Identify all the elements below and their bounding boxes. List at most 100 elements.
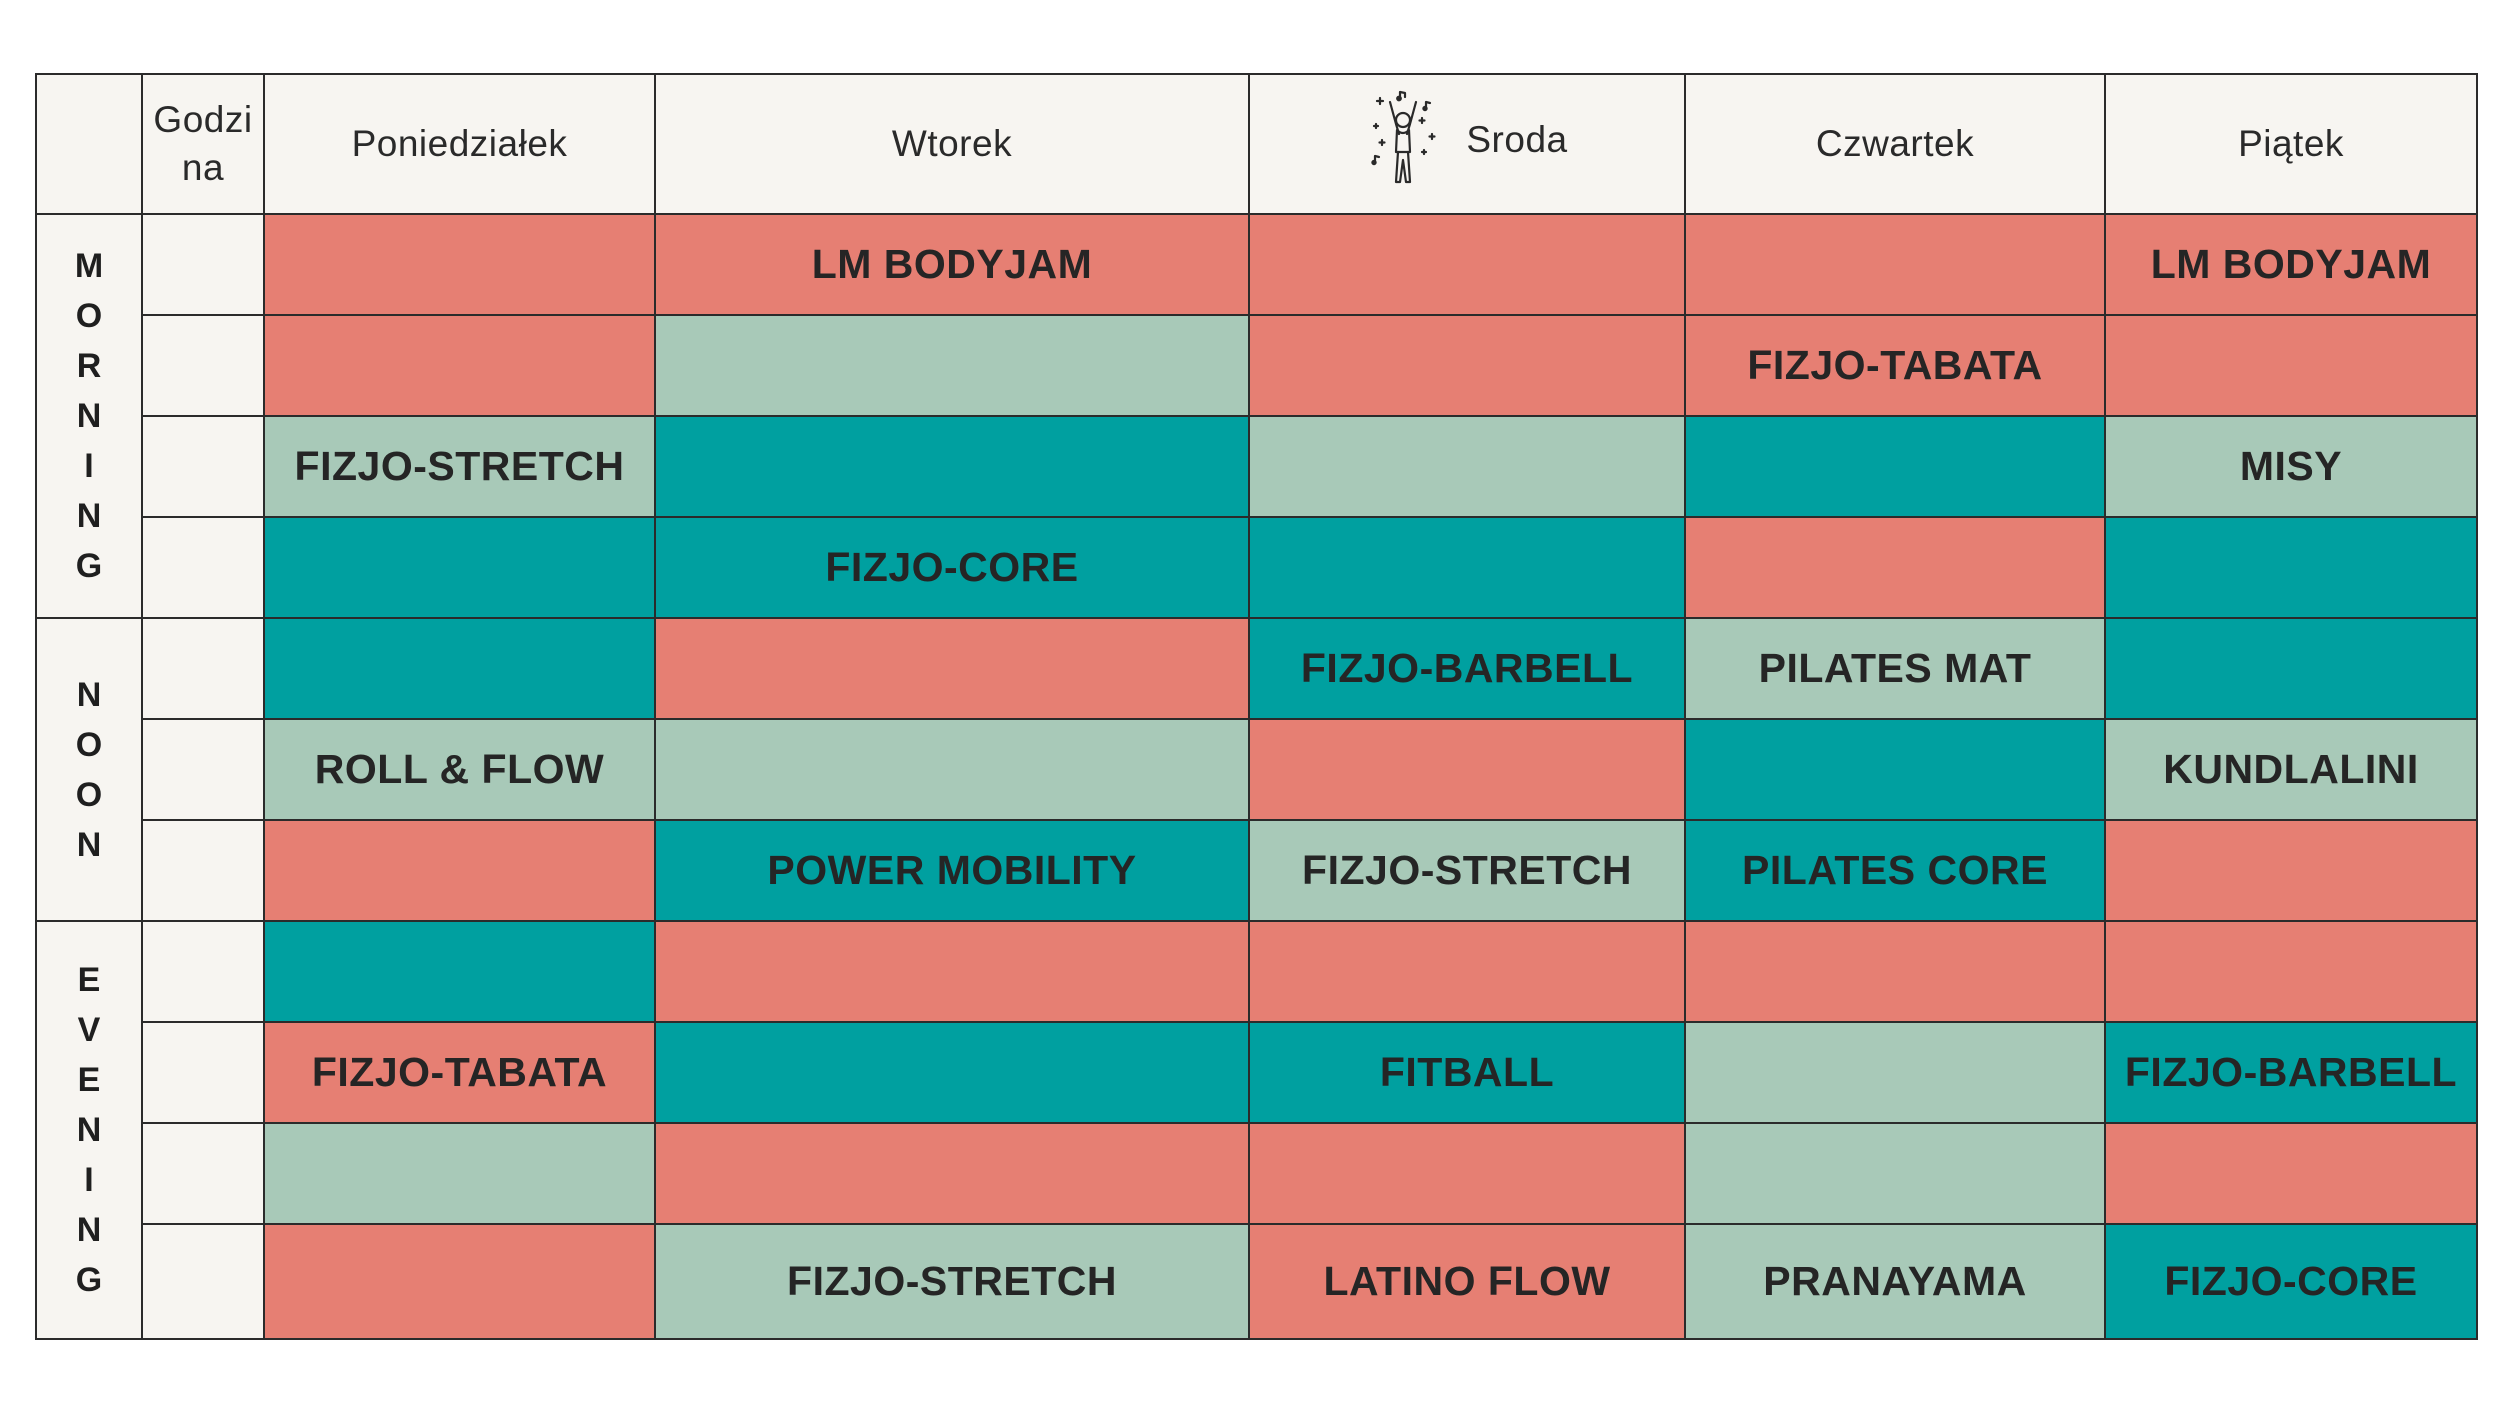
day-label: Sroda <box>1466 118 1568 160</box>
empty-slot-cell <box>1684 718 2106 821</box>
class-cell: PRANAYAMA <box>1684 1223 2106 1340</box>
empty-slot-cell <box>2104 819 2478 922</box>
empty-slot-cell <box>2104 314 2478 417</box>
empty-slot-cell <box>263 516 656 619</box>
empty-slot-cell <box>263 920 656 1023</box>
class-cell: LM BODYJAM <box>2104 213 2478 316</box>
empty-slot-cell <box>263 1223 656 1340</box>
class-name: FIZJO-CORE <box>2164 1258 2418 1304</box>
period-label: N O O N <box>75 675 103 864</box>
schedule-row: N O O N FIZJO-BARBELL PILATES MAT <box>35 617 2478 922</box>
class-name: FIZJO-BARBELL <box>1300 645 1634 691</box>
empty-slot-cell <box>1248 415 1686 518</box>
hour-cell <box>141 415 265 518</box>
period-label-cell: M O R N I N G <box>35 213 143 619</box>
schedule-row <box>36 1122 2478 1225</box>
class-name: FIZJO-TABATA <box>1747 342 2043 388</box>
class-name: PILATES MAT <box>1758 645 2032 691</box>
empty-slot-cell <box>263 617 656 720</box>
day-header-wednesday: Sroda <box>1248 73 1686 215</box>
period-label-cell: E V E N I N G <box>35 920 143 1340</box>
schedule-row: FIZJO-TABATA FITBALL FIZJO-BARBELL <box>36 1021 2478 1124</box>
empty-slot-cell <box>263 213 656 316</box>
schedule-row: FIZJO-STRETCH LATINO FLOW PRANAYAMA FIZJO-C… <box>36 1223 2478 1340</box>
empty-slot-cell <box>654 617 1250 720</box>
empty-slot-cell <box>1684 920 2106 1023</box>
class-name: ROLL & FLOW <box>314 746 605 792</box>
day-label: Piątek <box>2238 123 2344 164</box>
schedule-row: FIZJO-CORE <box>36 516 2478 619</box>
class-cell: FIZJO-CORE <box>2104 1223 2478 1340</box>
empty-slot-cell <box>263 314 656 417</box>
day-header-thursday: Czwartek <box>1684 73 2106 215</box>
corner-header <box>35 73 143 215</box>
hour-cell <box>141 819 265 922</box>
period-label: M O R N I N G <box>74 247 104 585</box>
empty-slot-cell <box>1248 1122 1686 1225</box>
day-header-tuesday: Wtorek <box>654 73 1250 215</box>
empty-slot-cell <box>654 1021 1250 1124</box>
empty-slot-cell <box>1684 1021 2106 1124</box>
hour-cell <box>141 314 265 417</box>
empty-slot-cell <box>654 415 1250 518</box>
class-cell: POWER MOBILITY <box>654 819 1250 922</box>
header-row: Godzi na Poniedziałek Wtorek <box>35 73 2478 215</box>
empty-slot-cell <box>654 718 1250 821</box>
schedule-row: E V E N I N G <box>35 920 2478 1340</box>
class-name: FITBALL <box>1379 1049 1555 1095</box>
schedule-row: M O R N I N G LM BODYJAM LM BODYJAM <box>35 213 2478 619</box>
empty-slot-cell <box>1684 213 2106 316</box>
day-header-friday: Piątek <box>2104 73 2478 215</box>
hour-cell <box>141 1021 265 1124</box>
schedule-body: M O R N I N G LM BODYJAM LM BODYJAM FIZJO-T… <box>35 213 2478 1340</box>
day-label: Poniedziałek <box>351 123 568 164</box>
empty-slot-cell <box>263 819 656 922</box>
class-cell: LATINO FLOW <box>1248 1223 1686 1340</box>
class-cell: FIZJO-BARBELL <box>2104 1021 2478 1124</box>
class-cell: KUNDLALINI <box>2104 718 2478 821</box>
hour-cell <box>141 617 265 720</box>
class-name: LM BODYJAM <box>2150 241 2432 287</box>
empty-slot-cell <box>1248 213 1686 316</box>
class-cell: FIZJO-TABATA <box>1684 314 2106 417</box>
schedule-row: ROLL & FLOW KUNDLALINI <box>36 718 2478 821</box>
empty-slot-cell <box>1248 314 1686 417</box>
class-cell: FIZJO-BARBELL <box>1248 617 1686 720</box>
period-label: E V E N I N G <box>75 961 103 1299</box>
period-label-cell: N O O N <box>35 617 143 922</box>
class-name: FIZJO-TABATA <box>311 1049 608 1095</box>
empty-slot-cell <box>2104 516 2478 619</box>
schedule-row: FIZJO-TABATA <box>36 314 2478 417</box>
empty-slot-cell <box>2104 1122 2478 1225</box>
hour-cell <box>141 1223 265 1340</box>
empty-slot-cell <box>1684 415 2106 518</box>
empty-slot-cell <box>1684 516 2106 619</box>
empty-slot-cell <box>2104 617 2478 720</box>
class-cell: FIZJO-STRETCH <box>263 415 656 518</box>
schedule-row: POWER MOBILITY FIZJO-STRETCH PILATES CORE <box>36 819 2478 922</box>
class-name: MISY <box>2239 443 2343 489</box>
empty-slot-cell <box>654 920 1250 1023</box>
class-cell: LM BODYJAM <box>654 213 1250 316</box>
class-cell: MISY <box>2104 415 2478 518</box>
class-name: POWER MOBILITY <box>767 847 1137 893</box>
class-cell: FIZJO-STRETCH <box>654 1223 1250 1340</box>
empty-slot-cell <box>654 1122 1250 1225</box>
day-header-monday: Poniedziałek <box>263 73 656 215</box>
empty-slot-cell <box>2104 920 2478 1023</box>
empty-slot-cell <box>654 314 1250 417</box>
class-name: KUNDLALINI <box>2163 746 2419 792</box>
class-cell: PILATES CORE <box>1684 819 2106 922</box>
day-label: Wtorek <box>891 123 1013 164</box>
hour-cell <box>141 718 265 821</box>
hour-cell <box>141 213 265 316</box>
schedule-row: FIZJO-STRETCH MISY <box>36 415 2478 518</box>
weekly-schedule-table: Godzi na Poniedziałek Wtorek <box>35 73 2478 1340</box>
empty-slot-cell <box>1248 920 1686 1023</box>
class-name: FIZJO-STRETCH <box>787 1258 1117 1304</box>
hour-cell <box>141 920 265 1023</box>
class-cell: ROLL & FLOW <box>263 718 656 821</box>
class-name: LATINO FLOW <box>1323 1258 1611 1304</box>
class-name: FIZJO-BARBELL <box>2124 1049 2458 1095</box>
class-cell: FIZJO-TABATA <box>263 1021 656 1124</box>
